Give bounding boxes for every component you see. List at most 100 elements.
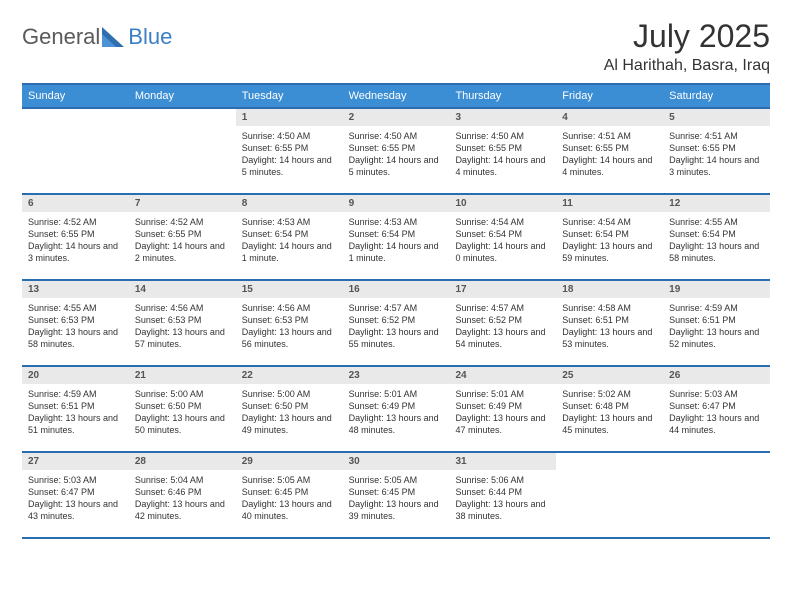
day-body: Sunrise: 5:00 AMSunset: 6:50 PMDaylight:… bbox=[129, 384, 236, 443]
day-number: 25 bbox=[556, 367, 663, 384]
daylight-text: Daylight: 13 hours and 55 minutes. bbox=[349, 326, 444, 350]
sunset-text: Sunset: 6:55 PM bbox=[669, 142, 764, 154]
daylight-text: Daylight: 13 hours and 49 minutes. bbox=[242, 412, 337, 436]
daylight-text: Daylight: 14 hours and 3 minutes. bbox=[28, 240, 123, 264]
day-number: 17 bbox=[449, 281, 556, 298]
day-body: Sunrise: 4:54 AMSunset: 6:54 PMDaylight:… bbox=[449, 212, 556, 271]
sunrise-text: Sunrise: 5:00 AM bbox=[242, 388, 337, 400]
sunset-text: Sunset: 6:45 PM bbox=[349, 486, 444, 498]
daylight-text: Daylight: 13 hours and 43 minutes. bbox=[28, 498, 123, 522]
daylight-text: Daylight: 13 hours and 57 minutes. bbox=[135, 326, 230, 350]
day-number: 4 bbox=[556, 109, 663, 126]
day-cell: 21Sunrise: 5:00 AMSunset: 6:50 PMDayligh… bbox=[129, 367, 236, 451]
day-cell: 7Sunrise: 4:52 AMSunset: 6:55 PMDaylight… bbox=[129, 195, 236, 279]
day-cell: 26 Sunrise: 5:03 AMSunset: 6:47 PMDayligh… bbox=[663, 367, 770, 451]
sunset-text: Sunset: 6:54 PM bbox=[455, 228, 550, 240]
day-number: 6 bbox=[22, 195, 129, 212]
sunset-text: Sunset: 6:47 PM bbox=[669, 400, 764, 412]
day-number: 16 bbox=[343, 281, 450, 298]
day-cell: 10Sunrise: 4:54 AMSunset: 6:54 PMDayligh… bbox=[449, 195, 556, 279]
day-cell: .... bbox=[663, 453, 770, 537]
day-body: Sunrise: 5:02 AMSunset: 6:48 PMDaylight:… bbox=[556, 384, 663, 443]
daylight-text: Daylight: 13 hours and 53 minutes. bbox=[562, 326, 657, 350]
day-cell: .... bbox=[129, 109, 236, 193]
daylight-text: Daylight: 14 hours and 4 minutes. bbox=[455, 154, 550, 178]
day-number: 31 bbox=[449, 453, 556, 470]
sunrise-text: Sunrise: 5:05 AM bbox=[242, 474, 337, 486]
daylight-text: Daylight: 14 hours and 3 minutes. bbox=[669, 154, 764, 178]
day-body: Sunrise: 4:53 AMSunset: 6:54 PMDaylight:… bbox=[343, 212, 450, 271]
day-number: 26 bbox=[663, 367, 770, 384]
sunrise-text: Sunrise: 5:05 AM bbox=[349, 474, 444, 486]
day-body: Sunrise: 5:05 AMSunset: 6:45 PMDaylight:… bbox=[236, 470, 343, 529]
sunset-text: Sunset: 6:51 PM bbox=[28, 400, 123, 412]
day-cell: 11Sunrise: 4:54 AMSunset: 6:54 PMDayligh… bbox=[556, 195, 663, 279]
daylight-text: Daylight: 14 hours and 5 minutes. bbox=[349, 154, 444, 178]
sunset-text: Sunset: 6:44 PM bbox=[455, 486, 550, 498]
day-body: Sunrise: 4:50 AMSunset: 6:55 PMDaylight:… bbox=[236, 126, 343, 185]
day-body: Sunrise: 4:56 AMSunset: 6:53 PMDaylight:… bbox=[236, 298, 343, 357]
day-number: 9 bbox=[343, 195, 450, 212]
daylight-text: Daylight: 13 hours and 45 minutes. bbox=[562, 412, 657, 436]
daylight-text: Daylight: 13 hours and 48 minutes. bbox=[349, 412, 444, 436]
day-cell: 24Sunrise: 5:01 AMSunset: 6:49 PMDayligh… bbox=[449, 367, 556, 451]
day-cell: 25Sunrise: 5:02 AMSunset: 6:48 PMDayligh… bbox=[556, 367, 663, 451]
sunrise-text: Sunrise: 5:03 AM bbox=[28, 474, 123, 486]
daylight-text: Daylight: 14 hours and 1 minute. bbox=[242, 240, 337, 264]
day-number: 8 bbox=[236, 195, 343, 212]
day-body: Sunrise: 4:52 AMSunset: 6:55 PMDaylight:… bbox=[129, 212, 236, 271]
day-cell: 17Sunrise: 4:57 AMSunset: 6:52 PMDayligh… bbox=[449, 281, 556, 365]
sunrise-text: Sunrise: 5:00 AM bbox=[135, 388, 230, 400]
sunrise-text: Sunrise: 4:50 AM bbox=[349, 130, 444, 142]
daylight-text: Daylight: 13 hours and 44 minutes. bbox=[669, 412, 764, 436]
day-number: 1 bbox=[236, 109, 343, 126]
weekday-header-row: SundayMondayTuesdayWednesdayThursdayFrid… bbox=[22, 85, 770, 107]
day-number: 20 bbox=[22, 367, 129, 384]
day-cell: 4Sunrise: 4:51 AMSunset: 6:55 PMDaylight… bbox=[556, 109, 663, 193]
day-body: Sunrise: 5:01 AMSunset: 6:49 PMDaylight:… bbox=[343, 384, 450, 443]
sunset-text: Sunset: 6:54 PM bbox=[349, 228, 444, 240]
day-cell: 16Sunrise: 4:57 AMSunset: 6:52 PMDayligh… bbox=[343, 281, 450, 365]
day-cell: 31Sunrise: 5:06 AMSunset: 6:44 PMDayligh… bbox=[449, 453, 556, 537]
sunrise-text: Sunrise: 4:58 AM bbox=[562, 302, 657, 314]
day-cell: 30Sunrise: 5:05 AMSunset: 6:45 PMDayligh… bbox=[343, 453, 450, 537]
daylight-text: Daylight: 13 hours and 51 minutes. bbox=[28, 412, 123, 436]
day-cell: 18Sunrise: 4:58 AMSunset: 6:51 PMDayligh… bbox=[556, 281, 663, 365]
day-body: Sunrise: 4:50 AMSunset: 6:55 PMDaylight:… bbox=[343, 126, 450, 185]
day-body: Sunrise: 5:01 AMSunset: 6:49 PMDaylight:… bbox=[449, 384, 556, 443]
sunrise-text: Sunrise: 5:04 AM bbox=[135, 474, 230, 486]
day-body: Sunrise: 4:58 AMSunset: 6:51 PMDaylight:… bbox=[556, 298, 663, 357]
daylight-text: Daylight: 13 hours and 39 minutes. bbox=[349, 498, 444, 522]
day-cell: 1Sunrise: 4:50 AMSunset: 6:55 PMDaylight… bbox=[236, 109, 343, 193]
daylight-text: Daylight: 13 hours and 38 minutes. bbox=[455, 498, 550, 522]
daylight-text: Daylight: 13 hours and 56 minutes. bbox=[242, 326, 337, 350]
day-body: Sunrise: 4:50 AMSunset: 6:55 PMDaylight:… bbox=[449, 126, 556, 185]
weeks-container: ........1Sunrise: 4:50 AMSunset: 6:55 PM… bbox=[22, 107, 770, 537]
weekday-header-cell: Friday bbox=[556, 85, 663, 107]
day-cell: 22Sunrise: 5:00 AMSunset: 6:50 PMDayligh… bbox=[236, 367, 343, 451]
day-cell: .... bbox=[556, 453, 663, 537]
day-body: Sunrise: 4:57 AMSunset: 6:52 PMDaylight:… bbox=[343, 298, 450, 357]
sunrise-text: Sunrise: 4:52 AM bbox=[28, 216, 123, 228]
day-cell: 9Sunrise: 4:53 AMSunset: 6:54 PMDaylight… bbox=[343, 195, 450, 279]
sunrise-text: Sunrise: 5:03 AM bbox=[669, 388, 764, 400]
sunrise-text: Sunrise: 5:01 AM bbox=[455, 388, 550, 400]
sunset-text: Sunset: 6:53 PM bbox=[28, 314, 123, 326]
sunset-text: Sunset: 6:54 PM bbox=[669, 228, 764, 240]
day-body: Sunrise: 5:05 AMSunset: 6:45 PMDaylight:… bbox=[343, 470, 450, 529]
sunrise-text: Sunrise: 4:51 AM bbox=[669, 130, 764, 142]
day-cell: 14Sunrise: 4:56 AMSunset: 6:53 PMDayligh… bbox=[129, 281, 236, 365]
day-number: 19 bbox=[663, 281, 770, 298]
day-number: 30 bbox=[343, 453, 450, 470]
weekday-header-cell: Tuesday bbox=[236, 85, 343, 107]
day-number: 7 bbox=[129, 195, 236, 212]
daylight-text: Daylight: 14 hours and 0 minutes. bbox=[455, 240, 550, 264]
sunrise-text: Sunrise: 4:59 AM bbox=[28, 388, 123, 400]
sunset-text: Sunset: 6:50 PM bbox=[242, 400, 337, 412]
sunset-text: Sunset: 6:49 PM bbox=[349, 400, 444, 412]
daylight-text: Daylight: 14 hours and 4 minutes. bbox=[562, 154, 657, 178]
day-body: Sunrise: 5:00 AMSunset: 6:50 PMDaylight:… bbox=[236, 384, 343, 443]
day-cell: 8Sunrise: 4:53 AMSunset: 6:54 PMDaylight… bbox=[236, 195, 343, 279]
day-number: 28 bbox=[129, 453, 236, 470]
day-cell: 27Sunrise: 5:03 AMSunset: 6:47 PMDayligh… bbox=[22, 453, 129, 537]
